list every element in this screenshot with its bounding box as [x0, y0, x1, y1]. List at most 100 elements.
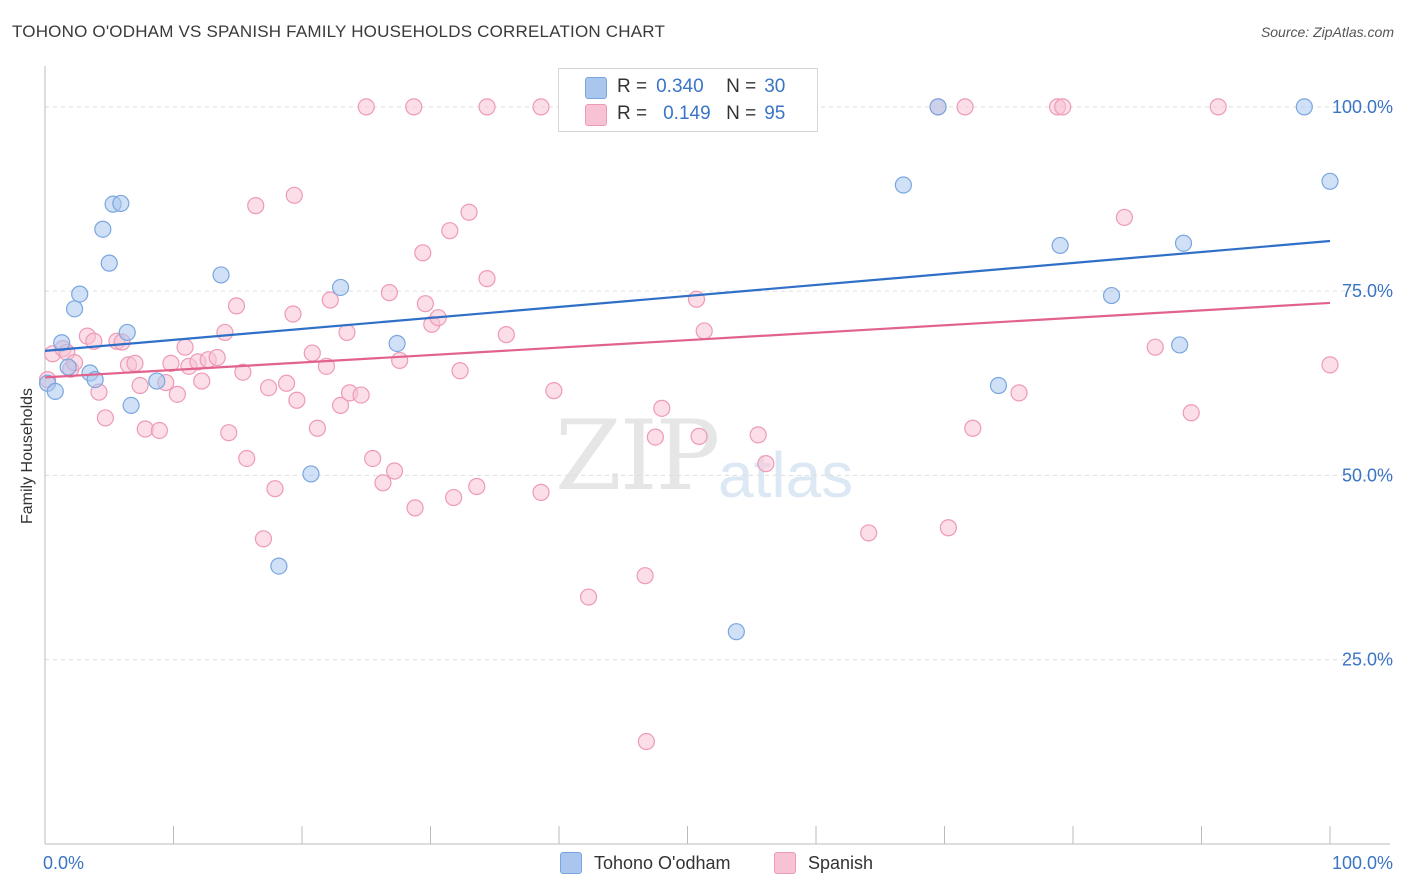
tohono-point — [929, 98, 947, 116]
spanish-point — [460, 203, 478, 221]
spanish-point — [497, 326, 515, 344]
tohono-point — [1321, 172, 1339, 190]
spanish-trend-line — [44, 301, 1331, 379]
spanish-point — [860, 524, 878, 542]
spanish-point — [1115, 208, 1134, 227]
spanish-point — [1321, 356, 1339, 374]
legend-swatch-blue — [585, 77, 607, 99]
legend-n-value: 95 — [764, 103, 786, 124]
legend-r-value: 0.149 — [663, 103, 711, 124]
spanish-point — [1010, 384, 1028, 402]
spanish-point — [956, 98, 974, 116]
spanish-point — [749, 426, 767, 444]
spanish-point — [579, 588, 598, 606]
tohono-point — [122, 396, 140, 414]
spanish-point — [1209, 98, 1227, 116]
tohono-point — [331, 278, 350, 297]
spanish-point — [259, 379, 278, 397]
tohono-point — [989, 376, 1008, 395]
spanish-point — [445, 488, 463, 507]
tohono-point — [727, 623, 745, 641]
tohono-point — [388, 334, 406, 353]
tohono-point — [270, 557, 288, 575]
x-tick-label: 0.0% — [43, 853, 84, 873]
spanish-point — [695, 322, 713, 340]
bottom-legend-label: Spanish — [808, 852, 874, 873]
watermark-zip: ZIP — [555, 400, 720, 512]
chart-title: TOHONO O'ODHAM VS SPANISH FAMILY HOUSEHO… — [12, 22, 666, 41]
spanish-point — [441, 222, 459, 240]
spanish-point — [162, 354, 180, 372]
spanish-point — [478, 270, 496, 288]
spanish-point — [126, 354, 144, 372]
spanish-point — [646, 428, 664, 446]
bottom-legend-spanish: Spanish — [774, 852, 873, 874]
spanish-point — [288, 391, 306, 409]
spanish-point — [321, 291, 339, 309]
spanish-point — [254, 530, 273, 548]
spanish-point — [405, 98, 423, 116]
tohono-point — [302, 465, 320, 483]
bottom-legend-label: Tohono O'odham — [594, 852, 731, 873]
spanish-point — [216, 323, 234, 342]
spanish-point — [303, 344, 321, 362]
y-tick-label: 25.0% — [1342, 650, 1393, 670]
tohono-point — [212, 266, 230, 284]
tohono-point — [1051, 236, 1069, 255]
legend-r-label: R = — [617, 76, 648, 97]
y-axis-label: Family Households — [19, 387, 36, 525]
legend-r-label: R = — [617, 103, 648, 124]
spanish-point — [150, 421, 168, 440]
tohono-point — [94, 220, 112, 238]
tohono-point — [1102, 286, 1121, 305]
spanish-point — [364, 449, 382, 468]
tohono-trend-line — [44, 239, 1331, 352]
spanish-point — [374, 474, 392, 492]
spanish-point — [238, 449, 256, 468]
spanish-point — [391, 351, 409, 370]
x-tick-label: 100.0% — [1332, 853, 1393, 873]
spanish-point — [545, 382, 563, 400]
tohono-point — [100, 254, 118, 272]
source-label: Source: ZipAtlas.com — [1260, 24, 1394, 40]
y-tick-label: 100.0% — [1332, 97, 1393, 117]
spanish-point — [247, 197, 265, 215]
spanish-point — [208, 348, 226, 367]
spanish-point — [338, 323, 356, 342]
spanish-point — [939, 519, 957, 537]
bottom-legend-swatch-blue — [560, 852, 582, 874]
correlation-legend: R = 0.340 N = 30 R = 0.149 N = 95 — [558, 68, 818, 132]
spanish-point — [636, 567, 654, 585]
spanish-point — [1054, 98, 1072, 116]
spanish-point — [1146, 338, 1164, 356]
spanish-point — [532, 483, 550, 501]
legend-r-value: 0.340 — [656, 76, 704, 97]
spanish-point — [193, 372, 211, 390]
tohono-point — [46, 382, 64, 400]
spanish-point — [277, 374, 296, 392]
legend-n-label: N = — [726, 103, 757, 124]
spanish-point — [964, 419, 982, 437]
spanish-point — [532, 98, 550, 116]
bottom-legend-tohono: Tohono O'odham — [560, 852, 731, 874]
tohono-point — [1171, 336, 1189, 354]
legend-row-spanish: R = 0.149 N = 95 — [585, 102, 785, 126]
spanish-point — [96, 409, 114, 427]
tohono-point — [71, 285, 89, 303]
spanish-point — [468, 477, 486, 496]
spanish-point — [416, 295, 434, 313]
spanish-point — [220, 424, 238, 442]
spanish-point — [352, 386, 370, 404]
spanish-point — [414, 244, 432, 262]
spanish-point — [176, 338, 194, 356]
spanish-point — [136, 420, 154, 438]
spanish-point — [757, 455, 775, 473]
bottom-legend-swatch-pink — [774, 852, 796, 874]
legend-swatch-pink — [585, 104, 607, 126]
spanish-point — [653, 399, 671, 417]
spanish-point — [284, 305, 302, 323]
tohono-point — [1174, 234, 1193, 252]
spanish-point — [357, 98, 375, 116]
y-tick-label: 75.0% — [1342, 281, 1393, 301]
